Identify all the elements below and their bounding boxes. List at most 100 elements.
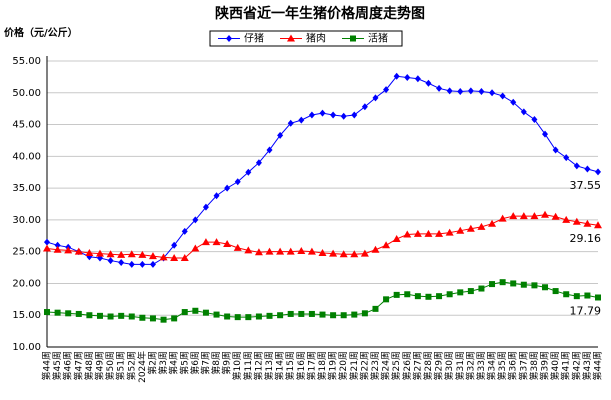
point: [563, 154, 570, 162]
value-label: 17.79: [570, 304, 602, 317]
point: [382, 241, 391, 249]
y-axis-label: 价格（元/公斤）: [4, 26, 78, 39]
y-tick-label: 45.00: [12, 120, 41, 131]
x-tick-label: 第9周: [221, 351, 233, 375]
point: [245, 168, 252, 176]
x-tick-label: 第30周: [443, 351, 455, 380]
point: [212, 238, 221, 246]
point: [276, 247, 285, 255]
point: [446, 87, 453, 95]
point: [372, 94, 379, 102]
x-tick-label: 第43周: [581, 351, 593, 380]
x-tick-label: 第20周: [337, 351, 349, 380]
point: [457, 289, 464, 296]
point: [223, 240, 232, 248]
x-tick-label: 第36周: [507, 351, 519, 380]
x-tick-label: 第17周: [305, 351, 317, 380]
point: [360, 249, 369, 257]
point: [350, 35, 356, 42]
point: [361, 310, 368, 317]
point: [456, 226, 465, 234]
point: [584, 292, 591, 299]
point: [392, 234, 401, 242]
point: [297, 247, 306, 255]
x-tick-label: 第5周: [178, 351, 190, 375]
point: [584, 165, 591, 173]
chart-title: 陕西省近一年生猪价格周度走势图: [215, 5, 425, 22]
point: [44, 238, 50, 246]
point: [499, 279, 506, 286]
point: [213, 311, 220, 318]
point: [85, 248, 94, 256]
point: [542, 284, 549, 291]
point: [319, 311, 326, 318]
point: [245, 314, 252, 321]
point: [171, 315, 178, 322]
point: [107, 257, 114, 265]
point: [563, 291, 570, 298]
x-tick-label: 第32周: [464, 351, 476, 380]
x-tick-label: 第37周: [517, 351, 529, 380]
point: [457, 88, 464, 96]
y-tick-label: 55.00: [12, 56, 41, 67]
point: [234, 314, 241, 321]
point: [234, 178, 241, 186]
point: [552, 146, 559, 154]
x-tick-label: 第41周: [560, 351, 572, 380]
point: [117, 250, 126, 258]
point: [446, 291, 453, 298]
point: [106, 250, 115, 258]
x-tick-label: 第46周: [62, 351, 74, 380]
x-tick-label: 第4周: [168, 351, 180, 375]
point: [520, 281, 527, 288]
point: [361, 103, 368, 111]
point: [489, 89, 496, 97]
point: [393, 72, 400, 80]
point: [467, 288, 474, 295]
point: [340, 312, 347, 319]
point: [307, 247, 316, 255]
x-tick-label: 第47周: [72, 351, 84, 380]
point: [445, 228, 454, 236]
point: [74, 247, 83, 255]
point: [149, 315, 156, 322]
point: [510, 280, 517, 287]
x-tick-label: 第23周: [369, 351, 381, 380]
legend-box: [209, 30, 403, 47]
y-tick-label: 25.00: [12, 247, 41, 258]
x-tick-label: 第8周: [210, 351, 222, 375]
x-tick-label: 第10周: [231, 351, 243, 380]
x-tick-label: 第44周: [41, 351, 53, 380]
point: [255, 313, 262, 320]
value-label: 29.16: [570, 232, 602, 245]
x-tick-label: 第48周: [83, 351, 95, 380]
point: [244, 246, 253, 254]
point: [254, 248, 263, 256]
point: [64, 246, 73, 254]
y-tick-label: 50.00: [12, 88, 41, 99]
point: [436, 293, 443, 300]
point: [436, 84, 443, 92]
series-line: [46, 75, 599, 265]
point: [75, 310, 82, 317]
x-tick-label: 第13周: [263, 351, 275, 380]
x-tick-label: 第27周: [411, 351, 423, 380]
x-tick-label: 第15周: [284, 351, 296, 380]
point: [118, 312, 125, 319]
x-tick-label: 第52周: [125, 351, 137, 380]
x-tick-label: 第22周: [358, 351, 370, 380]
point: [202, 203, 209, 211]
x-tick-label: 第34周: [486, 351, 498, 380]
point: [308, 310, 315, 317]
point: [54, 309, 61, 316]
point: [425, 293, 432, 300]
x-tick-label: 第40周: [549, 351, 561, 380]
point: [595, 294, 601, 301]
point: [308, 111, 315, 119]
x-tick-label: 第50周: [104, 351, 116, 380]
point: [414, 75, 421, 83]
point: [583, 219, 592, 227]
point: [95, 249, 104, 257]
point: [201, 238, 210, 246]
